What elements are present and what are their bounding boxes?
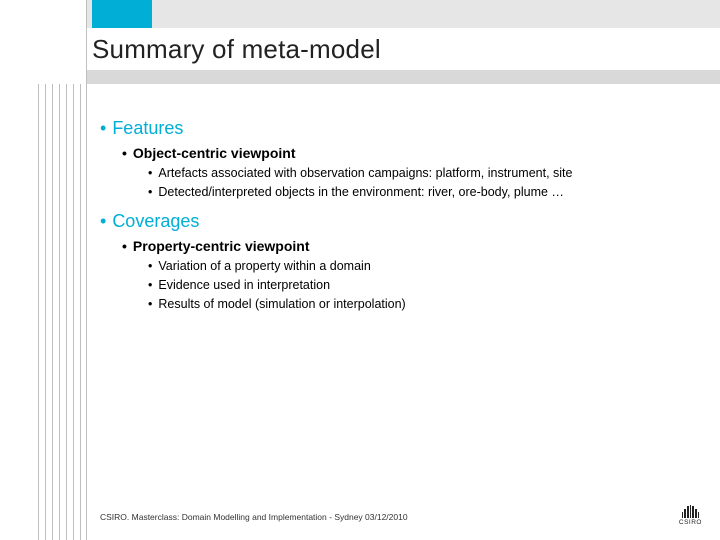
bullet-item-text: Results of model (simulation or interpol… <box>158 297 405 311</box>
bullet-item: • Detected/interpreted objects in the env… <box>148 184 690 201</box>
bullet-icon: • <box>148 166 152 180</box>
bullet-item: • Artefacts associated with observation c… <box>148 165 690 182</box>
bullet-item: • Results of model (simulation or interpo… <box>148 296 690 313</box>
section-heading-text: Features <box>112 118 183 138</box>
section-heading: • Coverages <box>100 211 690 232</box>
subsection-heading-text: Object-centric viewpoint <box>133 145 296 161</box>
bullet-item-text: Variation of a property within a domain <box>158 259 370 273</box>
left-mask <box>0 0 86 84</box>
bullet-icon: • <box>148 297 152 311</box>
logo-bars-icon <box>679 504 702 518</box>
subsection-heading-text: Property-centric viewpoint <box>133 238 310 254</box>
bullet-icon: • <box>148 278 152 292</box>
topbar-accent <box>92 0 152 28</box>
bullet-icon: • <box>122 238 127 254</box>
bullet-item: • Variation of a property within a domain <box>148 258 690 275</box>
bullet-icon: • <box>122 145 127 161</box>
slide: Summary of meta-model • Features • Object-… <box>0 0 720 540</box>
bullet-item-text: Detected/interpreted objects in the envi… <box>158 185 564 199</box>
bullet-item: • Evidence used in interpretation <box>148 277 690 294</box>
section-heading: • Features <box>100 118 690 139</box>
csiro-logo: CSIRO <box>679 504 702 526</box>
title-underline <box>0 70 720 84</box>
bullet-icon: • <box>100 118 106 138</box>
bullet-icon: • <box>148 185 152 199</box>
section-heading-text: Coverages <box>112 211 199 231</box>
logo-label: CSIRO <box>679 519 702 526</box>
slide-title: Summary of meta-model <box>92 34 700 65</box>
bullet-icon: • <box>100 211 106 231</box>
bullet-item-text: Evidence used in interpretation <box>158 278 330 292</box>
bullet-item-text: Artefacts associated with observation ca… <box>158 166 572 180</box>
subsection-heading: • Property-centric viewpoint <box>122 238 690 254</box>
subsection-heading: • Object-centric viewpoint <box>122 145 690 161</box>
title-wrap: Summary of meta-model <box>92 34 700 65</box>
bullet-icon: • <box>148 259 152 273</box>
footer-text: CSIRO. Masterclass: Domain Modelling and… <box>100 512 408 522</box>
content: • Features • Object-centric viewpoint • Art… <box>100 108 690 314</box>
